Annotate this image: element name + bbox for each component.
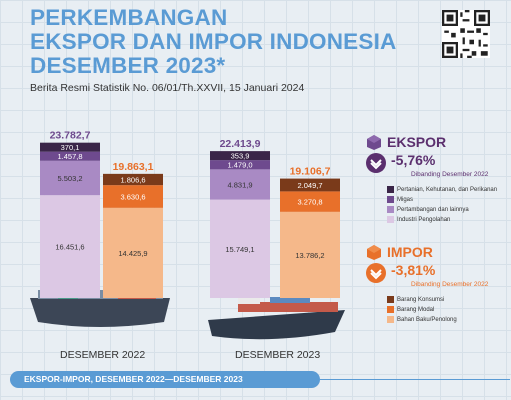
title-line-2: EKSPOR DAN IMPOR INDONESIA [30,29,397,54]
bar-segment [210,199,270,298]
legend-swatch [387,216,394,223]
total-label: 19.106,7 [290,166,331,178]
impor-compare: Dibanding Desember 2022 [411,281,489,288]
bar-segment [103,173,163,186]
subtitle: Berita Resmi Statistik No. 06/01/Th.XXVI… [30,82,305,94]
qr-code-icon [442,10,490,58]
legend-swatch [387,186,394,193]
ekspor-panel: EKSPOR -5,76% Dibanding Desember 2022 Pe… [365,130,511,230]
bar-segment [103,207,163,298]
legend-swatch [387,206,394,213]
legend-label: Industri Pengolahan [397,217,451,224]
ekspor-compare: Dibanding Desember 2022 [411,171,489,178]
data-label: 353,9 [231,152,250,161]
title-line-1: PERKEMBANGAN [30,5,228,30]
bar-segment [40,160,100,196]
legend-label: Pertambangan dan lainnya [397,207,469,214]
data-label: 4.831,9 [227,180,252,189]
legend-item: Pertanian, Kehutanan, dan Perikanan [387,186,497,193]
bar-segment [280,191,340,212]
legend-item: Barang Konsumsi [387,296,444,303]
ekspor-label: EKSPOR [387,134,447,150]
data-label: 5.503,2 [57,174,82,183]
data-label: 13.786,2 [295,251,324,260]
total-label: 19.863,1 [113,161,154,173]
bar-segment [210,160,270,170]
data-label: 16.451,6 [55,243,84,252]
legend-item: Industri Pengolahan [387,216,450,223]
page-title: PERKEMBANGAN EKSPOR DAN IMPOR INDONESIA … [30,6,430,78]
legend-item: Pertambangan dan lainnya [387,206,469,213]
bar-segment [40,151,100,161]
data-label: 1.457,8 [57,152,82,161]
bar-segment [280,211,340,298]
legend-swatch [387,316,394,323]
box-icon [367,245,381,260]
legend-swatch [387,296,394,303]
legend-label: Migas [397,197,414,204]
data-label: 2.049,7 [297,181,322,190]
footer-divider [320,379,510,380]
data-label: 15.749,1 [225,245,254,254]
data-label: 3.630,6 [120,192,145,201]
total-label: 22.413,9 [220,138,261,150]
bar-segment [103,185,163,208]
title-line-3: DESEMBER 2023* [30,53,226,78]
legend-label: Bahan Baku/Penolong [397,317,457,324]
legend-item: Barang Modal [387,306,434,313]
legend-item: Bahan Baku/Penolong [387,316,457,323]
box-icon [367,135,381,150]
bar-segment [40,142,100,152]
legend-item: Migas [387,196,413,203]
category-label-2023: DESEMBER 2023 [235,349,321,361]
legend-label: Barang Modal [397,307,435,314]
data-label: 1.806,6 [120,176,145,185]
data-label: 1.479,0 [227,161,252,170]
legend-swatch [387,306,394,313]
bar-segment [280,178,340,192]
category-label-2022: DESEMBER 2022 [60,349,146,361]
bar-segment [40,195,100,298]
legend-label: Pertanian, Kehutanan, dan Perikanan [397,187,498,194]
legend-label: Barang Konsumsi [397,297,445,304]
data-label: 3.270,8 [297,198,322,207]
impor-label: IMPOR [387,244,433,260]
impor-change: -3,81% [391,262,436,278]
bar-segment [210,169,270,200]
total-label: 23.782,7 [50,130,91,142]
bar-segment [210,151,270,161]
footer-banner: EKSPOR-IMPOR, DESEMBER 2022—DESEMBER 202… [10,371,320,388]
impor-panel: IMPOR -3,81% Dibanding Desember 2022 Bar… [365,240,511,330]
down-arrow-icon [366,263,386,283]
legend-swatch [387,196,394,203]
data-label: 14.425,9 [118,249,147,258]
down-arrow-icon [366,153,386,173]
ekspor-change: -5,76% [391,152,436,168]
data-label: 370,1 [61,143,80,152]
